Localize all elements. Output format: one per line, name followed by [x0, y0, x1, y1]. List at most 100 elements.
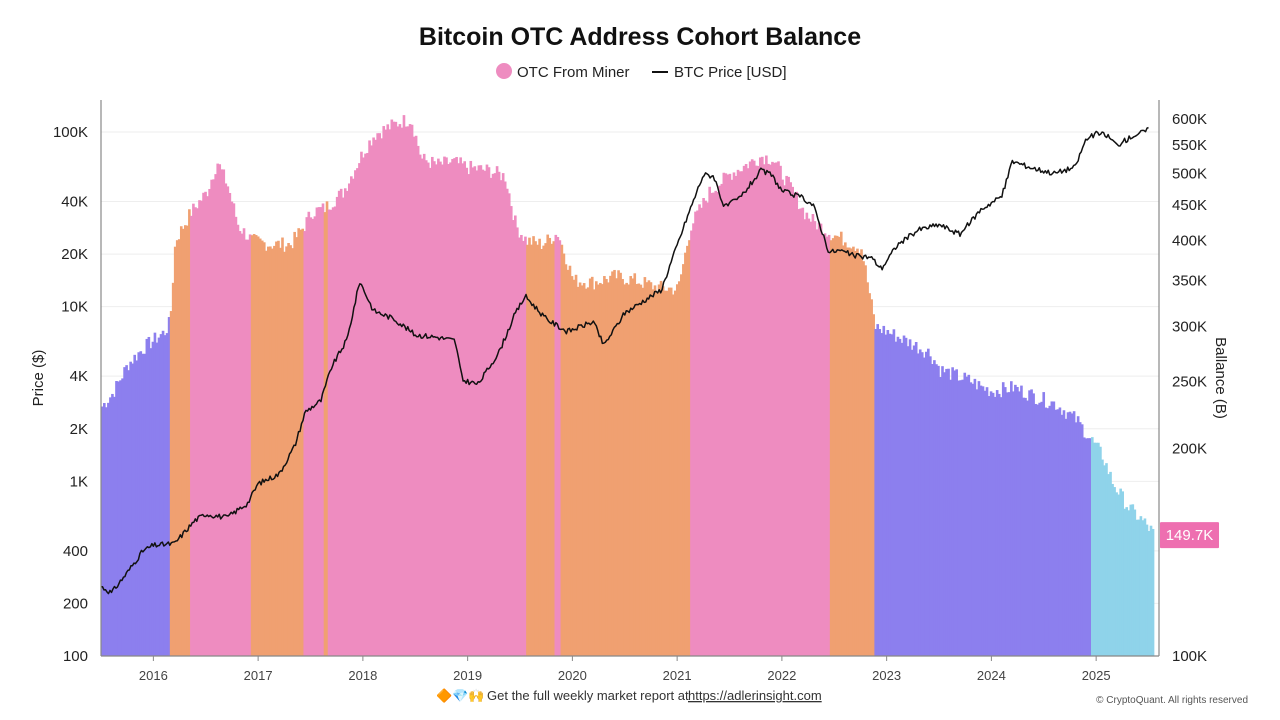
balance-bar: [746, 168, 750, 656]
balance-bar: [1018, 391, 1021, 656]
balance-bar: [477, 165, 481, 656]
balance-bar: [1141, 520, 1145, 656]
balance-bar: [151, 341, 155, 656]
footer-link[interactable]: https://adlerinsight.com: [688, 688, 822, 703]
balance-bar: [884, 334, 888, 656]
balance-bar: [289, 245, 292, 656]
balance-bar: [386, 124, 390, 656]
balance-bar: [518, 237, 521, 656]
balance-bar: [922, 357, 926, 656]
balance-bar: [783, 185, 786, 656]
balance-bar: [398, 124, 402, 656]
balance-bar: [1064, 418, 1068, 656]
balance-bar: [522, 240, 525, 656]
legend-label-otc-from-miner: OTC From Miner: [517, 64, 630, 81]
balance-bar: [171, 282, 175, 656]
balance-bar: [629, 276, 633, 656]
balance-bar: [1030, 389, 1033, 656]
balance-bar: [107, 402, 110, 656]
balance-bar: [297, 228, 300, 656]
balance-bar: [844, 242, 847, 656]
balance-bar: [732, 172, 736, 656]
balance-bar: [769, 164, 772, 656]
balance-bar: [582, 283, 586, 656]
balance-bar: [941, 366, 944, 656]
balance-bar: [969, 382, 973, 656]
balance-bar: [659, 280, 663, 656]
copyright-text: © CryptoQuant. All rights reserved: [1096, 695, 1248, 706]
balance-bar: [929, 356, 932, 656]
balance-bar: [1020, 385, 1023, 656]
balance-bar: [408, 124, 412, 656]
balance-bar: [807, 218, 811, 656]
balance-bar: [1123, 508, 1127, 656]
balance-bar: [740, 171, 744, 656]
balance-bar: [400, 127, 404, 656]
left-tick-label: 100K: [53, 124, 88, 141]
balance-bar: [441, 164, 444, 656]
balance-bar: [483, 170, 487, 656]
balance-bar: [1008, 392, 1011, 656]
balance-bar: [388, 129, 392, 656]
balance-bar: [813, 221, 817, 656]
balance-bar: [566, 269, 570, 656]
balance-bar: [894, 341, 898, 656]
balance-bar: [319, 207, 323, 656]
balance-bar: [420, 158, 424, 656]
balance-bar: [827, 234, 831, 656]
balance-bar: [949, 379, 952, 656]
balance-bar: [1151, 528, 1155, 656]
balance-bar: [479, 165, 483, 656]
balance-bar: [985, 387, 989, 656]
balance-bar: [325, 201, 329, 656]
price-line-layer: [101, 126, 1149, 595]
balance-bar: [1080, 424, 1084, 656]
balance-bar: [224, 183, 228, 656]
balance-bar: [793, 193, 797, 656]
right-tick-label: 250K: [1172, 373, 1207, 390]
balance-bar: [736, 169, 740, 656]
balance-bar: [1091, 437, 1094, 656]
balance-bar: [803, 219, 807, 656]
balance-bar: [858, 253, 861, 656]
balance-bar: [256, 236, 260, 656]
balance-bar: [368, 140, 371, 656]
balance-bar: [977, 381, 981, 656]
balance-bar: [850, 248, 853, 656]
balance-bar: [125, 365, 128, 656]
balance-bar: [1022, 397, 1025, 656]
balance-bar: [222, 169, 226, 656]
balance-bar: [333, 206, 337, 656]
balance-bar: [277, 240, 280, 656]
balance-bar: [1107, 474, 1110, 656]
balance-bar: [1038, 402, 1041, 656]
balance-bar: [951, 367, 954, 656]
balance-bar: [327, 209, 331, 656]
balance-bar: [1109, 471, 1112, 656]
balance-bar: [194, 207, 197, 656]
balance-bar: [1133, 509, 1137, 656]
right-axis-ticks: 100K 200K 250K 300K 350K 400K 450K 500K 550K 600K: [1172, 111, 1207, 665]
legend-item-btc-price[interactable]: BTC Price [USD]: [652, 64, 787, 81]
balance-bar: [1012, 391, 1015, 656]
balance-bar: [384, 129, 388, 656]
balance-bar: [795, 191, 799, 656]
balance-bar: [313, 216, 317, 656]
balance-bar: [424, 160, 428, 656]
legend-item-otc-from-miner[interactable]: OTC From Miner: [496, 63, 630, 81]
balance-bar: [1076, 416, 1080, 656]
balance-bar: [402, 115, 406, 656]
balance-bar: [548, 237, 552, 656]
balance-bar: [139, 351, 143, 656]
balance-bar: [453, 158, 456, 656]
balance-bar: [1127, 510, 1131, 656]
balance-bar: [742, 165, 746, 656]
balance-bar: [578, 282, 582, 656]
balance-bar: [1097, 442, 1100, 656]
balance-bar: [1014, 384, 1017, 656]
balance-bar: [576, 286, 580, 656]
balance-bar: [1095, 442, 1098, 656]
balance-bar: [240, 233, 244, 656]
balance-bar: [461, 163, 464, 656]
right-axis-label: Ballance (B): [1212, 337, 1229, 419]
